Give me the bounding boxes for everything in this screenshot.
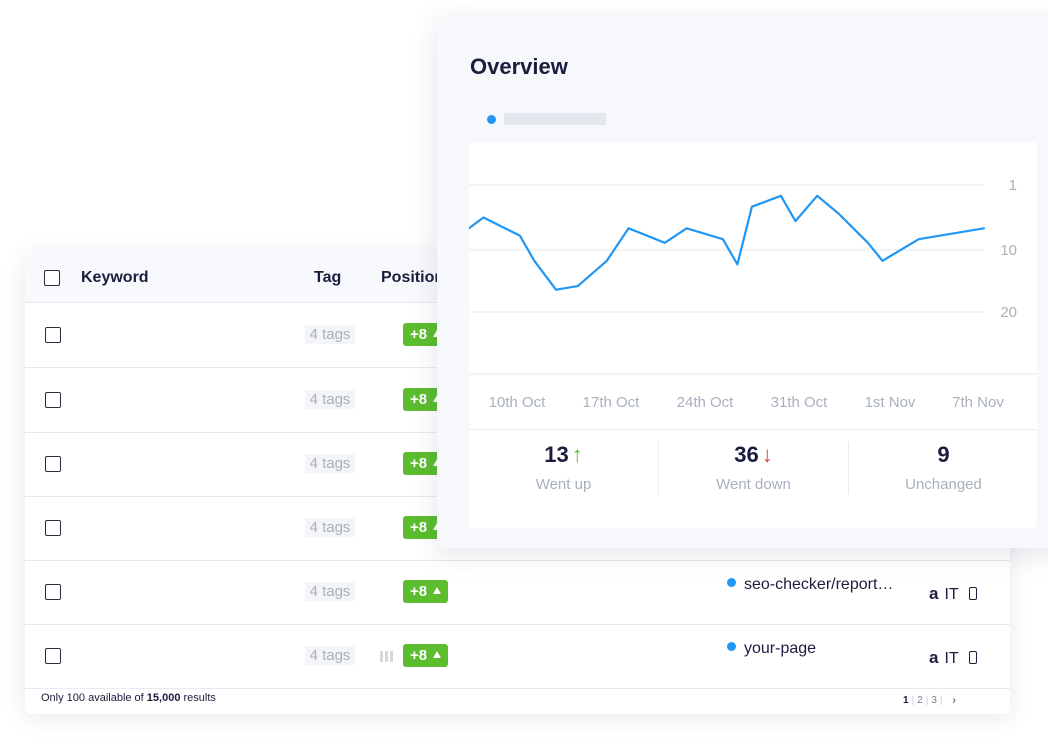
- ranking-stats: 13 ↑ Went up 36 ↓ Went down 9 Unchanged: [469, 429, 1037, 529]
- country-code: IT: [944, 650, 959, 667]
- position-change-badge: +8: [403, 644, 449, 667]
- stat-divider: [658, 442, 659, 494]
- row-checkbox[interactable]: [45, 520, 61, 536]
- went-up-label: Went up: [535, 476, 592, 493]
- row-checkbox[interactable]: [45, 648, 61, 664]
- row-checkbox[interactable]: [45, 327, 61, 343]
- x-tick-label: 31th Oct: [771, 394, 829, 411]
- went-up-value: 13: [544, 442, 569, 467]
- overview-title: Overview: [470, 54, 568, 79]
- went-down-label: Went down: [716, 476, 791, 493]
- results-count: Only 100 available of 15,000 results: [41, 692, 216, 704]
- url-text: seo-checker/report…: [744, 576, 894, 593]
- table-row: 4 tags +8: [25, 496, 1010, 561]
- page-separator: |: [925, 695, 929, 706]
- results-total: 15,000: [146, 692, 181, 704]
- results-suffix: results: [180, 692, 216, 704]
- stat-divider: [848, 442, 849, 494]
- table-row: 4 tags +8 seo-checker/report… a IT: [25, 560, 1010, 625]
- tags-label[interactable]: 4 tags: [305, 646, 355, 665]
- unchanged-label: Unchanged: [905, 476, 982, 493]
- page-2-link[interactable]: 2: [917, 695, 923, 706]
- tags-label[interactable]: 4 tags: [305, 390, 355, 409]
- url-text: your-page: [744, 640, 817, 657]
- x-tick-label: 10th Oct: [489, 394, 547, 411]
- country-code: IT: [944, 586, 959, 603]
- pagination: 1 | 2 | 3 | ›: [901, 695, 958, 706]
- position-change-badge: +8: [403, 580, 449, 603]
- position-change-value: +8: [410, 391, 428, 408]
- search-engine-cell: a IT: [929, 584, 977, 604]
- amazon-icon: a: [929, 584, 939, 603]
- url-dot-icon: [727, 578, 736, 587]
- x-tick-label: 7th Nov: [952, 394, 1004, 411]
- tags-label[interactable]: 4 tags: [305, 518, 355, 537]
- tag-column-header[interactable]: Tag: [314, 269, 342, 286]
- position-change-value: +8: [410, 647, 428, 664]
- arrow-up-icon: [433, 651, 442, 658]
- search-engine-cell: a IT: [929, 648, 977, 668]
- page-3-link[interactable]: 3: [931, 695, 937, 706]
- y-tick-label: 20: [1000, 304, 1017, 321]
- page-separator: |: [939, 695, 943, 706]
- tags-label[interactable]: 4 tags: [305, 325, 355, 344]
- position-column-header[interactable]: Position: [381, 269, 445, 286]
- next-page-icon[interactable]: ›: [952, 695, 956, 706]
- row-checkbox[interactable]: [45, 392, 61, 408]
- legend-placeholder: [504, 113, 606, 125]
- select-all-checkbox[interactable]: [44, 270, 60, 286]
- arrow-up-icon: [433, 587, 442, 594]
- position-change-value: +8: [410, 326, 428, 343]
- arrow-down-icon: ↓: [761, 442, 773, 467]
- ranking-line-chart: 1 10 20 10th Oct 17th Oct 24th Oct 31th Oct 1st…: [469, 177, 1037, 411]
- page-separator: |: [911, 695, 915, 706]
- x-tick-label: 24th Oct: [677, 394, 735, 411]
- position-change-value: +8: [410, 455, 428, 472]
- page-1-link[interactable]: 1: [903, 695, 909, 706]
- overview-panel: Overview 1 10 20 10th Oct 17th Oct 24th Oct 31…: [437, 16, 1048, 548]
- y-tick-label: 10: [1000, 242, 1017, 259]
- went-down-value: 36: [734, 442, 759, 467]
- url-dot-icon: [727, 642, 736, 651]
- results-prefix: Only 100 available of: [41, 692, 147, 704]
- ranking-chart: 1 10 20 10th Oct 17th Oct 24th Oct 31th Oct 1st…: [469, 142, 1037, 528]
- url-link[interactable]: seo-checker/report…: [727, 576, 893, 594]
- table-row: 4 tags +8 your-page a IT: [25, 624, 1010, 689]
- went-up-stat: 13 ↑ Went up: [469, 430, 658, 529]
- mobile-device-icon: [968, 587, 977, 600]
- position-change-value: +8: [410, 519, 428, 536]
- legend-dot-icon: [487, 115, 496, 124]
- url-link[interactable]: your-page: [727, 640, 816, 658]
- row-checkbox[interactable]: [45, 584, 61, 600]
- row-checkbox[interactable]: [45, 456, 61, 472]
- mini-sparkline-icon: [380, 651, 398, 662]
- went-down-stat: 36 ↓ Went down: [659, 430, 848, 529]
- unchanged-value: 9: [937, 442, 950, 467]
- unchanged-stat: 9 Unchanged: [849, 430, 1038, 529]
- tags-label[interactable]: 4 tags: [305, 454, 355, 473]
- position-change-value: +8: [410, 583, 428, 600]
- mobile-device-icon: [968, 651, 977, 664]
- tags-label[interactable]: 4 tags: [305, 582, 355, 601]
- ranking-series-line: [469, 194, 986, 291]
- amazon-icon: a: [929, 648, 939, 667]
- arrow-up-icon: ↑: [571, 442, 583, 467]
- x-tick-label: 17th Oct: [583, 394, 641, 411]
- y-tick-label: 1: [1009, 177, 1017, 194]
- x-tick-label: 1st Nov: [865, 394, 916, 411]
- keyword-column-header[interactable]: Keyword: [81, 269, 149, 286]
